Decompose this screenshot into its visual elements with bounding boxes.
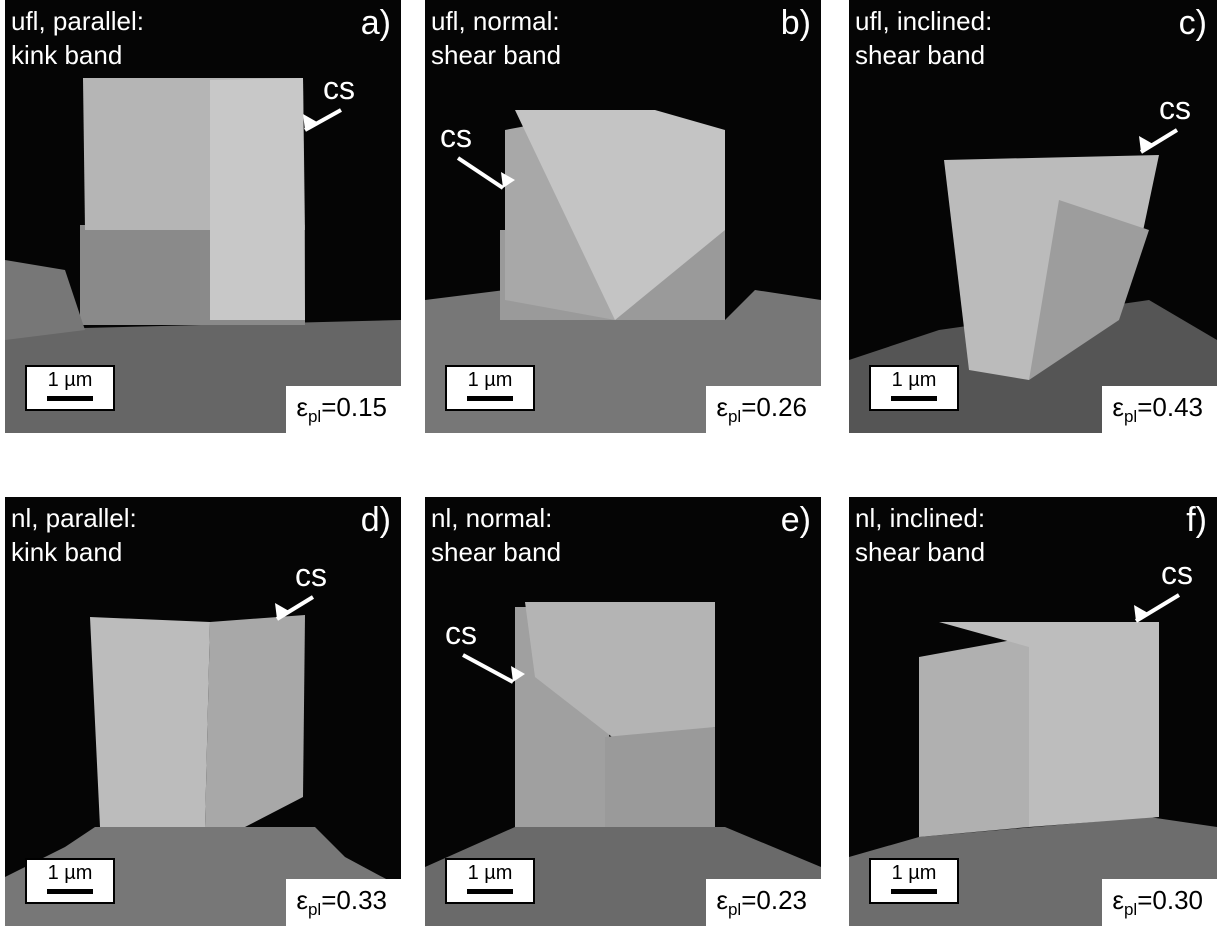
strain-subscript: pl xyxy=(1124,407,1137,426)
strain-value: =0.23 xyxy=(741,885,807,915)
sem-panel: nl, inclined:shear band f) cs 1 µm εpl=0.30 xyxy=(849,497,1217,926)
cs-marker: cs xyxy=(1161,555,1193,592)
scale-bar-box: 1 µm xyxy=(25,365,115,411)
specimen-shape xyxy=(210,78,305,320)
scale-bar xyxy=(467,396,513,401)
strain-box: εpl=0.26 xyxy=(706,386,821,433)
panel-letter: c) xyxy=(1179,4,1207,43)
strain-value: =0.43 xyxy=(1137,392,1203,422)
panel-letter: b) xyxy=(781,4,811,43)
strain-box: εpl=0.15 xyxy=(286,386,401,433)
strain-box: εpl=0.30 xyxy=(1102,879,1217,926)
scale-label: 1 µm xyxy=(892,862,937,884)
label-line: kink band xyxy=(11,535,137,569)
strain-symbol: ε xyxy=(716,392,728,422)
sem-panel: nl, parallel:kink band d) cs 1 µm εpl=0.33 xyxy=(5,497,401,926)
scale-label: 1 µm xyxy=(468,862,513,884)
scale-label: 1 µm xyxy=(48,862,93,884)
scale-bar xyxy=(891,396,937,401)
specimen-shape xyxy=(919,637,1029,837)
cs-marker: cs xyxy=(1159,90,1191,127)
cs-arrow xyxy=(458,158,503,188)
scale-label: 1 µm xyxy=(468,369,513,391)
label-line: ufl, normal: xyxy=(431,4,561,38)
label-line: nl, inclined: xyxy=(855,501,985,535)
label-line: nl, normal: xyxy=(431,501,561,535)
strain-subscript: pl xyxy=(1124,900,1137,919)
panel-label: nl, normal:shear band xyxy=(431,501,561,569)
strain-value: =0.33 xyxy=(321,885,387,915)
figure: (() => { const data = JSON.parse(documen… xyxy=(0,0,1217,926)
panel-letter: e) xyxy=(781,501,811,540)
specimen-shape xyxy=(90,617,210,827)
strain-box: εpl=0.23 xyxy=(706,879,821,926)
scale-bar xyxy=(891,889,937,894)
scale-bar xyxy=(47,396,93,401)
panel-letter: d) xyxy=(361,501,391,540)
scale-bar-box: 1 µm xyxy=(25,858,115,904)
label-line: shear band xyxy=(431,38,561,72)
strain-value: =0.26 xyxy=(741,392,807,422)
panel-label: ufl, inclined:shear band xyxy=(855,4,992,72)
sem-panel: nl, normal:shear band e) cs 1 µm εpl=0.23 xyxy=(425,497,821,926)
label-line: kink band xyxy=(11,38,144,72)
label-line: shear band xyxy=(855,38,992,72)
strain-symbol: ε xyxy=(716,885,728,915)
sem-panel: ufl, inclined:shear band c) cs 1 µm εpl=0.43 xyxy=(849,0,1217,433)
scale-bar-box: 1 µm xyxy=(869,365,959,411)
strain-value: =0.30 xyxy=(1137,885,1203,915)
scale-label: 1 µm xyxy=(48,369,93,391)
strain-symbol: ε xyxy=(296,885,308,915)
strain-subscript: pl xyxy=(308,900,321,919)
panel-label: nl, inclined:shear band xyxy=(855,501,985,569)
sem-panel: ufl, parallel:kink band a)cs 1 µm εpl=0.15 xyxy=(5,0,401,433)
panel-letter: f) xyxy=(1186,501,1207,540)
strain-box: εpl=0.33 xyxy=(286,879,401,926)
strain-symbol: ε xyxy=(296,392,308,422)
sem-panel: ufl, normal:shear band b) cs 1 µm εpl=0.26 xyxy=(425,0,821,433)
panel-label: ufl, parallel:kink band xyxy=(11,4,144,72)
strain-subscript: pl xyxy=(308,407,321,426)
panel-label: nl, parallel:kink band xyxy=(11,501,137,569)
panel-letter: a) xyxy=(361,4,391,43)
specimen-shape xyxy=(605,727,715,827)
label-line: ufl, parallel: xyxy=(11,4,144,38)
cs-arrow xyxy=(463,655,513,682)
cs-marker: cs xyxy=(295,557,327,594)
scale-bar-box: 1 µm xyxy=(869,858,959,904)
scale-bar xyxy=(467,889,513,894)
scale-bar-box: 1 µm xyxy=(445,365,535,411)
strain-box: εpl=0.43 xyxy=(1102,386,1217,433)
panel-label: ufl, normal:shear band xyxy=(431,4,561,72)
strain-subscript: pl xyxy=(728,407,741,426)
label-line: shear band xyxy=(431,535,561,569)
cs-marker: cs xyxy=(440,118,472,155)
scale-bar xyxy=(47,889,93,894)
specimen-shape xyxy=(205,615,305,827)
strain-value: =0.15 xyxy=(321,392,387,422)
cs-marker: cs xyxy=(323,70,355,107)
specimen-shape xyxy=(5,260,85,340)
cs-marker: cs xyxy=(445,615,477,652)
label-line: nl, parallel: xyxy=(11,501,137,535)
cs-arrow xyxy=(1136,595,1179,621)
strain-subscript: pl xyxy=(728,900,741,919)
label-line: ufl, inclined: xyxy=(855,4,992,38)
scale-bar-box: 1 µm xyxy=(445,858,535,904)
strain-symbol: ε xyxy=(1112,392,1124,422)
scale-label: 1 µm xyxy=(892,369,937,391)
strain-symbol: ε xyxy=(1112,885,1124,915)
label-line: shear band xyxy=(855,535,985,569)
